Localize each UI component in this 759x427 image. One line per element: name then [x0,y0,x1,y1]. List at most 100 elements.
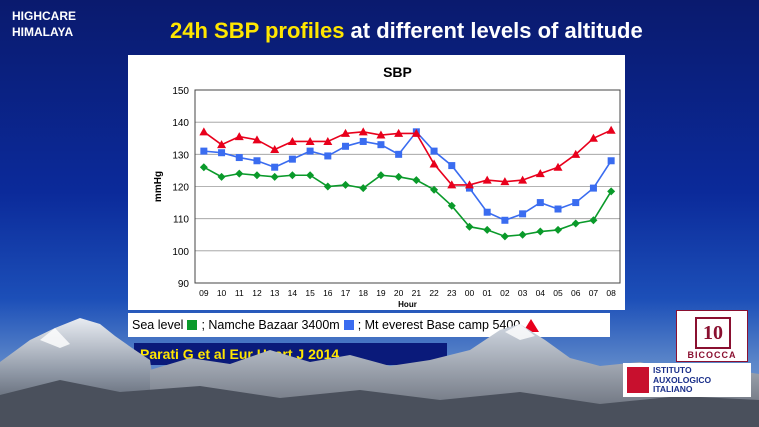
institute-logo-mark [627,367,649,393]
x-tick-label: 19 [376,288,386,298]
data-point [323,136,333,145]
x-tick-label: 18 [358,288,368,298]
data-point [571,219,580,228]
data-point [377,141,385,149]
data-point [500,177,510,186]
data-point [554,225,563,234]
data-point [271,163,279,171]
x-tick-label: 17 [341,288,351,298]
x-tick-label: 21 [412,288,422,298]
data-point [518,230,527,239]
university-logo: 10 BICOCCA [676,310,748,362]
data-point [447,180,457,189]
x-tick-label: 09 [199,288,209,298]
data-point [288,155,296,163]
data-point [253,157,261,165]
institute-line-2: AUXOLOGICO [653,374,712,385]
data-point [359,137,367,145]
institute-line-3: ITALIANO [653,384,693,394]
institute-logo-text: ISTITUTO AUXOLOGICO ITALIANO [653,365,712,395]
data-point [411,128,421,137]
x-tick-label: 07 [589,288,599,298]
x-tick-label: 08 [606,288,616,298]
x-tick-label: 23 [447,288,457,298]
data-point [607,157,615,165]
data-point [448,162,456,170]
data-point [572,199,580,207]
data-point [588,133,598,142]
data-point [235,154,243,162]
data-point [324,152,332,160]
x-tick-label: 00 [465,288,475,298]
institute-line-1: ISTITUTO [653,365,692,375]
x-tick-label: 13 [270,288,280,298]
mountain-background [0,318,759,427]
data-point [305,136,315,145]
data-point [341,128,351,137]
data-point [465,222,474,231]
data-point [482,175,492,184]
x-tick-label: 10 [217,288,227,298]
data-point [536,199,544,207]
data-point [270,145,280,154]
x-tick-label: 05 [553,288,563,298]
x-tick-label: 01 [482,288,492,298]
data-point [554,205,562,213]
data-point [394,128,404,137]
chart-title: SBP [383,64,412,80]
data-point [501,216,509,224]
legend-namche-swatch [343,320,354,330]
data-point [252,171,261,180]
x-tick-label: 22 [429,288,439,298]
data-point [342,142,350,150]
series-line [203,166,612,238]
y-tick-label: 140 [172,118,189,129]
x-tick-label: 20 [394,288,404,298]
legend-everest-swatch [523,318,540,332]
data-point [519,210,527,218]
data-point [571,149,581,158]
data-point [323,182,332,191]
data-point [535,169,545,178]
data-point [234,132,244,141]
legend-everest-label: ; Mt everest Base camp 5400 [357,318,521,332]
data-point [553,162,563,171]
y-tick-label: 130 [172,150,189,161]
citation: Parati G et al Eur Heart J 2014 [134,343,447,365]
x-tick-label: 11 [235,288,244,298]
data-point [376,171,385,180]
data-point [376,130,386,139]
data-point [536,227,545,236]
data-point [430,185,439,194]
y-axis-label: mmHg [153,171,164,202]
series-line [203,129,612,186]
university-logo-number: 10 [695,317,731,349]
data-point [359,184,368,193]
data-point [607,187,616,196]
sbp-chart: SBP 90 100 110 120 130 140 150 09 10 11 12 13 14 15 16 1… [153,64,621,309]
plot-frame [194,89,621,284]
y-tick-label: 110 [173,215,189,226]
legend-namche-label: ; Namche Bazaar 3400m [201,318,340,332]
data-point [218,149,226,157]
data-point [252,135,262,144]
x-tick-label: 14 [288,288,298,298]
data-point [358,127,368,136]
data-point [483,225,492,234]
data-point [217,172,226,181]
x-tick-label: 12 [252,288,262,298]
university-logo-name: BICOCCA [687,350,737,360]
data-point [199,163,208,172]
data-point [464,180,474,189]
data-point [270,172,279,181]
y-tick-label: 100 [172,247,189,258]
x-tick-label: 15 [305,288,315,298]
x-tick-label: 02 [500,288,510,298]
data-point [306,171,315,180]
y-tick-label: 150 [172,86,189,97]
legend-sea-label: Sea level [132,318,184,332]
data-point [430,147,438,155]
data-point [447,201,456,210]
slide-title: 24h SBP profiles at different levels of … [170,18,643,44]
data-point [199,127,209,136]
